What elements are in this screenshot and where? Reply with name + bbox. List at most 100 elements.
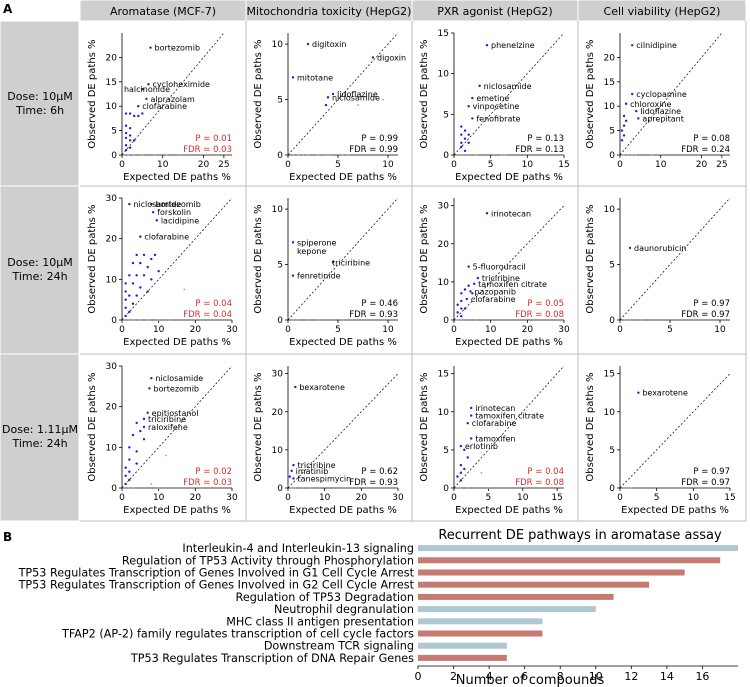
scatter-point (141, 87, 144, 91)
p-value: P = 0.62 (361, 467, 398, 477)
x-axis-label: Expected DE paths % (123, 505, 231, 516)
scatter-point-other (459, 487, 462, 489)
y-tick-label: 15 (438, 370, 449, 380)
y-axis-label: Observed DE paths % (253, 204, 264, 313)
point-label: niclosamide (155, 374, 203, 383)
scatter-point-other (153, 154, 156, 156)
bar-category-label: Interleukin-4 and Interleukin-13 signali… (182, 542, 414, 555)
scatter-point-other (307, 319, 309, 321)
y-tick-label: 0 (609, 151, 615, 161)
scatter-point (128, 478, 131, 482)
bar-x-tick-label: 8 (557, 670, 564, 683)
scatter-point (292, 477, 295, 480)
scatter-point-other (624, 319, 626, 321)
scatter-point-other (294, 487, 297, 489)
point-label: raloxifene (148, 423, 188, 432)
x-tick-label: 0 (285, 493, 291, 503)
scatter-point (456, 475, 459, 478)
p-value: P = 0.05 (527, 299, 564, 309)
scatter-point (463, 307, 467, 310)
p-value: P = 0.13 (527, 134, 564, 144)
scatter-point (471, 96, 474, 100)
point-label: irinotecan (491, 209, 531, 218)
scatter-point (131, 282, 135, 285)
identity-diagonal (287, 373, 399, 489)
scatter-point (139, 286, 142, 289)
y-tick-label: 0 (443, 484, 449, 494)
identity-diagonal (453, 365, 565, 489)
scatter-point (135, 450, 138, 453)
x-tick-label: 10 (655, 160, 667, 170)
bar-x-tick-label: 10 (589, 670, 603, 683)
y-tick-label: 10 (106, 275, 118, 285)
scatter-point (467, 105, 470, 108)
point-label: cycloheximide (152, 80, 210, 89)
bar-x-tick-label: 16 (695, 670, 709, 683)
scatter-point (620, 129, 624, 132)
scatter-point (135, 421, 138, 425)
point-label: irinotecan (475, 404, 515, 413)
identity-diagonal (287, 32, 399, 156)
point-label: forskolin (157, 208, 191, 217)
scatter-point (463, 129, 467, 132)
y-axis-label: Observed DE paths % (419, 39, 430, 148)
scatter-point-other (487, 487, 490, 489)
bar-x-tick-label: 0 (415, 670, 422, 683)
y-tick-label: 0 (609, 316, 615, 326)
point-label: kepone (297, 247, 326, 256)
x-tick-label: 30 (226, 493, 238, 503)
scatter-point (460, 125, 463, 128)
column-headers: Aromatase (MCF-7) Mitochondria toxicity … (79, 0, 747, 22)
y-tick-label: 0 (111, 151, 117, 161)
point-label: alprazolam (150, 95, 195, 104)
x-tick-label: 15 (724, 493, 735, 503)
scatter-point-other (467, 319, 470, 321)
scatter-point (133, 114, 136, 118)
column-header-pxr: PXR agonist (HepG2) (437, 5, 552, 18)
point-label: halcinonide (124, 85, 170, 94)
fdr-value: FDR = 0.97 (681, 478, 730, 488)
y-tick-label: 10 (272, 446, 284, 456)
scatter-point-other (307, 154, 309, 156)
scatter-point (637, 117, 640, 120)
scatter-point (142, 274, 146, 277)
x-tick-label: 20 (190, 493, 202, 503)
identity-diagonal (287, 197, 399, 321)
scatter-point (150, 278, 153, 281)
scatter-point (128, 126, 132, 130)
point-label: bortezomib (155, 44, 201, 53)
x-tick-label: 5 (335, 160, 341, 170)
x-tick-label: 30 (392, 493, 404, 503)
point-label: epitiostanol (152, 409, 199, 418)
bar-category-label: Neutrophil degranulation (274, 603, 414, 616)
point-label: clofarabine (144, 233, 189, 242)
y-tick-label: 5 (609, 127, 615, 137)
y-tick-label: 20 (106, 53, 118, 63)
scatter-point (306, 42, 310, 46)
bar-category-label: TP53 Regulates Transcription of Genes In… (18, 567, 415, 580)
scatter-point (153, 253, 157, 257)
scatter-point (124, 314, 127, 318)
p-value: P = 0.04 (195, 299, 232, 309)
scatter-point (124, 144, 128, 147)
point-label: daunorubicin (634, 244, 686, 253)
y-axis-label: Observed DE paths % (87, 39, 98, 148)
fdr-value: FDR = 0.93 (349, 478, 398, 488)
bar (418, 545, 738, 552)
scatter-point (124, 112, 128, 115)
bar (418, 642, 507, 649)
scatter-point-other (623, 154, 625, 156)
scatter-point (472, 282, 476, 285)
x-tick-label: 15 (551, 493, 562, 503)
scatter-point (124, 298, 127, 301)
point-label: tamoxifen (475, 434, 515, 443)
scatter-point-other (626, 487, 629, 489)
panel-b-letter: B (3, 530, 12, 544)
scatter-point (467, 133, 470, 136)
point-label: digoxin (377, 53, 406, 62)
scatter-point (124, 148, 128, 152)
point-label: niclosamide (133, 200, 181, 209)
scatter-point-other (168, 319, 171, 321)
point-label: bexarotene (642, 389, 688, 398)
x-axis-label: Expected DE paths % (289, 172, 397, 183)
